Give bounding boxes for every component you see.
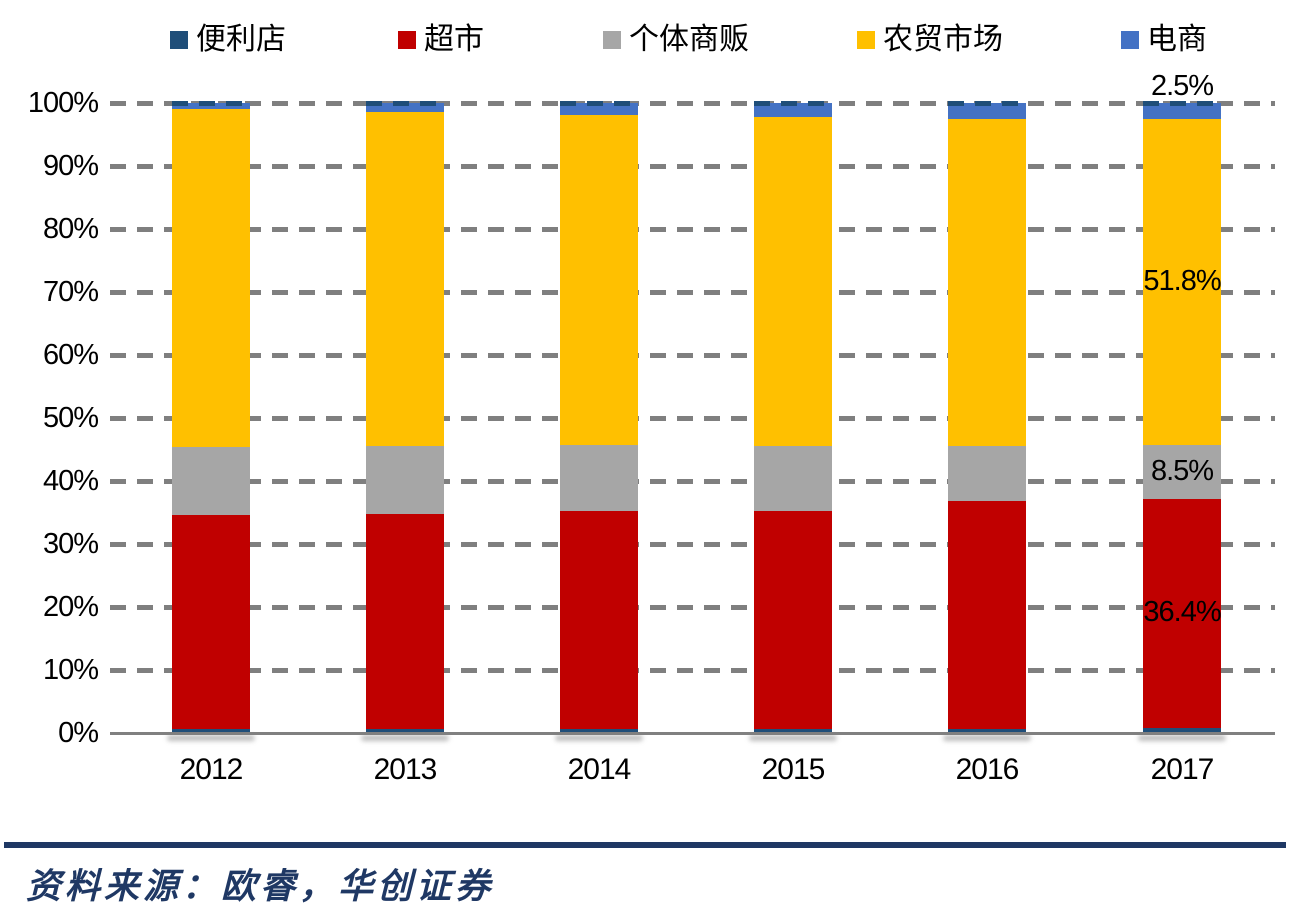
bar-shadow xyxy=(167,735,255,741)
y-tick-label: 60% xyxy=(42,339,99,371)
bar-2015-segment-2 xyxy=(754,445,832,512)
bar-2017-segment-3 xyxy=(1143,118,1221,446)
legend-swatch-icon xyxy=(398,31,416,49)
x-tick-label-2015: 2015 xyxy=(761,753,826,786)
bar-2015-segment-0 xyxy=(754,728,832,733)
y-tick-label: 90% xyxy=(42,150,99,182)
bar-2013-segment-4 xyxy=(366,103,444,112)
source-note: 资料来源：欧睿，华创证券 xyxy=(26,866,495,907)
x-axis-line xyxy=(110,732,1275,735)
y-tick-label: 100% xyxy=(27,87,99,119)
bar-2014-segment-0 xyxy=(560,728,638,733)
legend-label: 便利店 xyxy=(196,23,286,56)
y-tick-label: 30% xyxy=(42,528,99,560)
bar-2016-segment-0 xyxy=(948,728,1026,733)
bar-top-gridline-overlay xyxy=(172,101,250,106)
legend-swatch-icon xyxy=(1121,31,1139,49)
bar-2015-segment-4 xyxy=(754,103,832,117)
y-tick-label: 70% xyxy=(42,276,99,308)
legend-swatch-icon xyxy=(170,31,188,49)
y-tick-label: 40% xyxy=(42,465,99,497)
bar-2014-segment-3 xyxy=(560,114,638,446)
bar-2016-segment-4 xyxy=(948,103,1026,119)
bar-top-gridline-overlay xyxy=(754,101,832,106)
bar-2012-segment-3 xyxy=(172,109,250,447)
bar-2013-segment-1 xyxy=(366,513,444,729)
bar-2012-segment-0 xyxy=(172,728,250,733)
legend-label: 农贸市场 xyxy=(883,23,1003,56)
bar-2014-segment-1 xyxy=(560,511,638,729)
gridline-30 xyxy=(110,542,1275,547)
bar-2015 xyxy=(754,101,832,733)
y-tick-label: 0% xyxy=(58,717,99,749)
legend-item-1: 超市 xyxy=(398,23,484,57)
bar-2014-segment-2 xyxy=(560,445,638,512)
data-label-2017-s4: 2.5% xyxy=(1150,70,1214,102)
bar-shadow xyxy=(361,735,449,741)
x-tick-label-2017: 2017 xyxy=(1150,753,1215,786)
data-label-2017-s2: 8.5% xyxy=(1150,454,1214,487)
bar-2015-segment-3 xyxy=(754,116,832,446)
bar-2013-segment-3 xyxy=(366,111,444,447)
bar-2017-segment-4 xyxy=(1143,103,1221,119)
x-tick-label-2014: 2014 xyxy=(567,753,632,786)
y-tick-label: 20% xyxy=(42,591,99,623)
bar-2014 xyxy=(560,101,638,733)
gridline-90 xyxy=(110,164,1275,169)
gridline-20 xyxy=(110,605,1275,610)
source-divider-rule xyxy=(4,842,1286,848)
bar-2012-segment-1 xyxy=(172,515,250,729)
legend-swatch-icon xyxy=(603,31,621,49)
legend-item-0: 便利店 xyxy=(170,23,286,57)
gridline-100 xyxy=(110,101,1275,106)
y-tick-label: 10% xyxy=(42,654,99,686)
legend-label: 个体商贩 xyxy=(629,23,749,56)
bar-shadow xyxy=(1138,735,1226,741)
y-tick-label: 80% xyxy=(42,213,99,245)
bar-2013-segment-2 xyxy=(366,446,444,514)
bar-2013 xyxy=(366,101,444,733)
gridline-40 xyxy=(110,479,1275,484)
bar-top-gridline-overlay xyxy=(366,101,444,106)
bar-top-gridline-overlay xyxy=(1143,101,1221,106)
bar-shadow xyxy=(749,735,837,741)
bar-2015-segment-1 xyxy=(754,511,832,729)
plot-area: 2.5% 51.8% 8.5% 36.4% 2012 2013 2014 2015 2016 2… xyxy=(110,70,1275,786)
gridline-10 xyxy=(110,668,1275,673)
bar-2016 xyxy=(948,101,1026,733)
gridline-60 xyxy=(110,353,1275,358)
legend-item-4: 电商 xyxy=(1121,23,1207,57)
bar-top-gridline-overlay xyxy=(948,101,1026,106)
bar-2012-segment-2 xyxy=(172,446,250,515)
data-label-2017-s3: 51.8% xyxy=(1143,264,1221,297)
bar-2016-segment-1 xyxy=(948,500,1026,729)
x-tick-label-2012: 2012 xyxy=(179,753,244,786)
data-label-2017-s1: 36.4% xyxy=(1143,596,1221,629)
gridline-80 xyxy=(110,227,1275,232)
x-tick-label-2013: 2013 xyxy=(373,753,438,786)
gridline-50 xyxy=(110,416,1275,421)
bar-2013-segment-0 xyxy=(366,728,444,733)
legend-label: 电商 xyxy=(1147,23,1207,56)
y-tick-label: 50% xyxy=(42,402,99,434)
legend-label: 超市 xyxy=(424,23,484,56)
bar-shadow xyxy=(943,735,1031,741)
bar-top-gridline-overlay xyxy=(560,101,638,106)
bar-2017-segment-2 xyxy=(1143,445,1221,499)
legend-item-3: 农贸市场 xyxy=(857,23,1003,57)
bar-2017-segment-1 xyxy=(1143,498,1221,728)
bar-2016-segment-2 xyxy=(948,446,1026,501)
x-tick-label-2016: 2016 xyxy=(955,753,1020,786)
legend-item-2: 个体商贩 xyxy=(603,23,749,57)
legend-swatch-icon xyxy=(857,31,875,49)
gridline-70 xyxy=(110,290,1275,295)
bar-2016-segment-3 xyxy=(948,118,1026,447)
bar-shadow xyxy=(555,735,643,741)
bar-2012 xyxy=(172,101,250,733)
bar-2017 xyxy=(1143,101,1221,733)
bar-2012-segment-4 xyxy=(172,103,250,110)
bar-2014-segment-4 xyxy=(560,103,638,115)
bar-2017-segment-0 xyxy=(1143,727,1221,733)
